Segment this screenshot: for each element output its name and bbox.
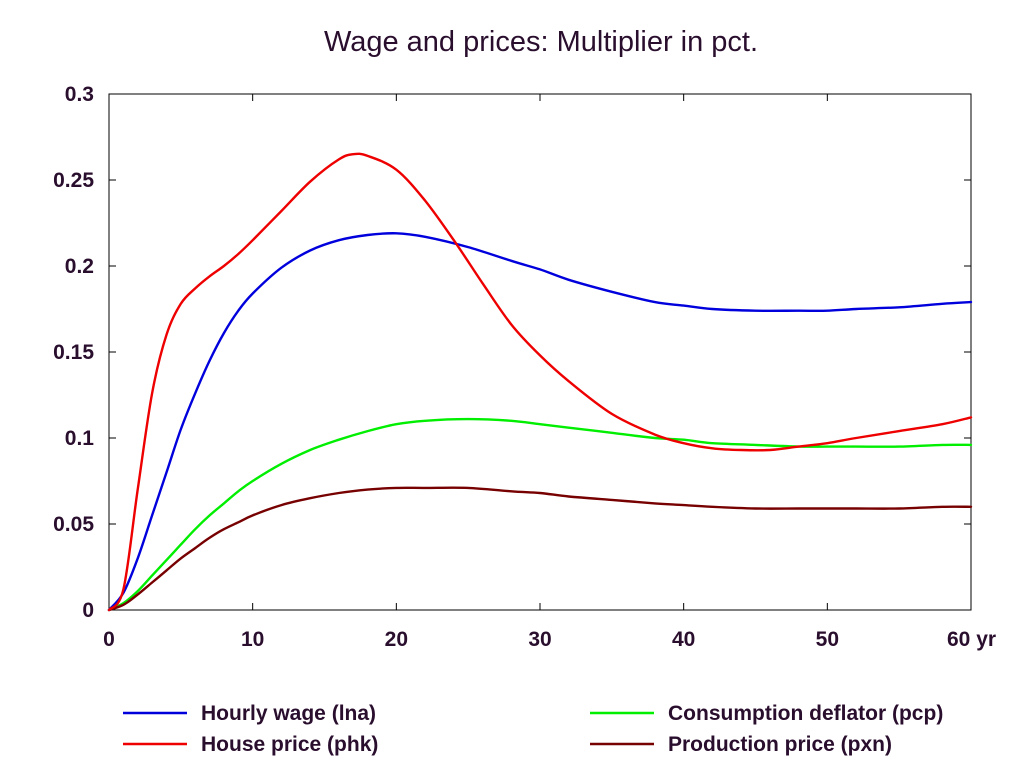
y-tick-label: 0.2 [65, 255, 94, 278]
x-tick-label: 0 [103, 628, 115, 651]
series-layer [107, 152, 973, 612]
legend: Hourly wage (lna) House price (phk) Consum… [123, 702, 943, 756]
y-axis: 0 0.05 0.1 0.15 0.2 0.25 0.3 [53, 83, 971, 622]
y-tick-label: 0.15 [53, 341, 94, 364]
series-line-4 [107, 486, 973, 612]
series-line-1 [107, 232, 973, 612]
series-line-2 [107, 152, 973, 612]
x-axis: 0 10 20 30 40 50 60 yr [103, 94, 996, 651]
x-tick-label: 30 [528, 628, 551, 651]
y-tick-label: 0 [82, 599, 94, 622]
y-tick-label: 0.25 [53, 169, 94, 192]
plot-frame [108, 93, 972, 611]
x-tick-label: 20 [385, 628, 408, 651]
x-tick-label: 50 [816, 628, 839, 651]
y-tick-label: 0.05 [53, 513, 94, 536]
x-tick-label: 60 yr [947, 628, 996, 651]
y-tick-label: 0.3 [65, 83, 94, 106]
x-tick-label: 10 [241, 628, 264, 651]
chart-title: Wage and prices: Multiplier in pct. [324, 26, 758, 58]
legend-label: Consumption deflator (pcp) [668, 702, 943, 725]
legend-label: Hourly wage (lna) [201, 702, 376, 725]
x-tick-label: 40 [672, 628, 695, 651]
legend-label: House price (phk) [201, 733, 378, 756]
legend-label: Production price (pxn) [668, 733, 892, 756]
y-tick-label: 0.1 [65, 427, 95, 450]
series-line-3 [107, 417, 973, 612]
